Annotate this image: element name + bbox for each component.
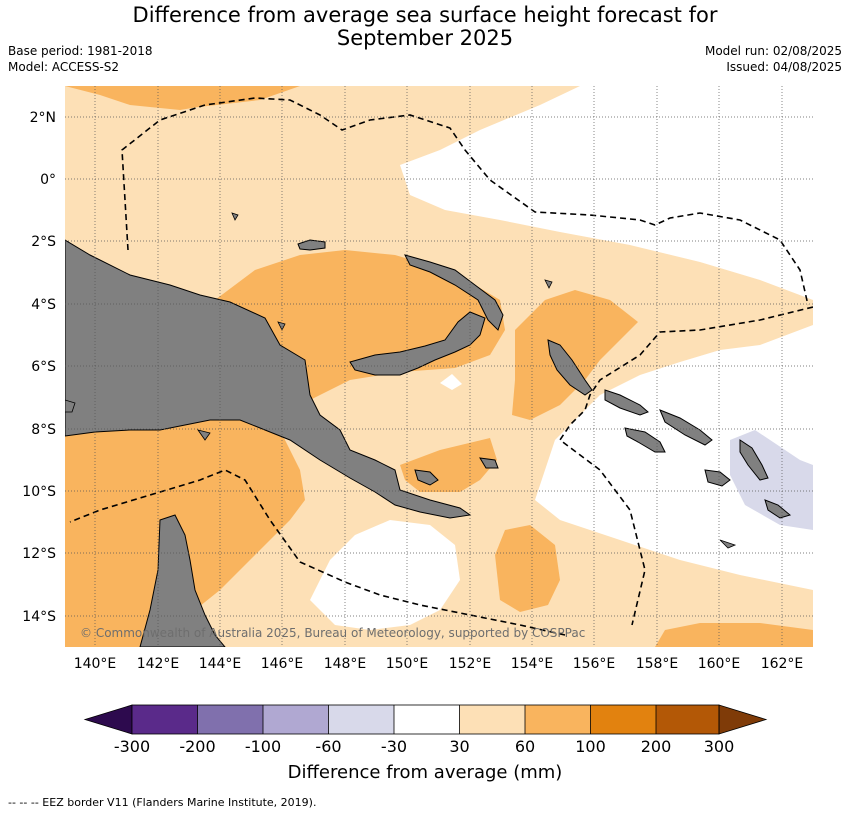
- anomaly-60-100-coral-sea: [495, 525, 560, 612]
- land-solomon-3: [624, 427, 666, 453]
- colorbar-bin: [263, 705, 329, 734]
- land-solomon-1: [604, 389, 649, 416]
- lon-label: 140°E: [74, 656, 117, 672]
- model-run: Model run: 02/08/2025: [704, 44, 842, 58]
- lon-label: 144°E: [199, 656, 242, 672]
- lon-label: 154°E: [511, 656, 554, 672]
- land-bougainville: [547, 339, 593, 396]
- meta-right: Model run: 02/08/2025 Issued: 04/08/2025: [705, 43, 842, 75]
- land-new-guinea: [65, 239, 472, 519]
- anomaly-60-100-solomon: [512, 290, 638, 420]
- lat-label: 8°S: [31, 422, 56, 438]
- anomaly-neutral-south: [310, 520, 460, 630]
- lon-label: 162°E: [761, 656, 804, 672]
- lat-label: 12°S: [22, 546, 56, 562]
- longitude-labels: 140°E 142°E 144°E 146°E 148°E 150°E 152°…: [74, 656, 804, 672]
- land-manus: [297, 239, 326, 251]
- land-dentrecasteaux: [414, 457, 499, 486]
- lat-label: 2°N: [30, 110, 56, 126]
- colorbar-tick: 200: [641, 737, 672, 756]
- colorbar-ticks: -300 -200 -100 -60 -30 30 60 100 200 300: [114, 737, 734, 756]
- chart-title: Difference from average sea surface heig…: [0, 4, 850, 50]
- colorbar: -300 -200 -100 -60 -30 30 60 100 200 300…: [83, 704, 768, 783]
- colorbar-tick: -60: [315, 737, 341, 756]
- land-small-islands: [65, 212, 737, 549]
- colorbar-tick: 100: [575, 737, 606, 756]
- latitude-labels: 2°N 0° 2°S 4°S 6°S 8°S 10°S 12°S 14°S: [22, 110, 56, 625]
- colorbar-extend-high: [718, 704, 768, 735]
- title-line-1: Difference from average sea surface heig…: [132, 3, 718, 27]
- issued-date: Issued: 04/08/2025: [726, 60, 842, 74]
- land-vanuatu-2: [704, 469, 731, 487]
- lat-label: 0°: [40, 172, 56, 188]
- lon-label: 160°E: [698, 656, 741, 672]
- colorbar-bin: [459, 705, 525, 734]
- lon-label: 150°E: [386, 656, 429, 672]
- lat-label: 14°S: [22, 609, 56, 625]
- colorbar-bin: [197, 705, 263, 734]
- lon-label: 158°E: [636, 656, 679, 672]
- colorbar-tick: -100: [245, 737, 281, 756]
- colorbar-tick: 300: [704, 737, 735, 756]
- land-vanuatu-1: [739, 439, 769, 481]
- lat-label: 10°S: [22, 484, 56, 500]
- land-new-ireland: [404, 254, 504, 331]
- land-new-britain: [349, 311, 486, 376]
- colorbar-bin: [525, 705, 591, 734]
- anomaly-60-100-southeast: [655, 623, 813, 647]
- colorbar-bin: [590, 705, 656, 734]
- colorbar-tick: -200: [179, 737, 215, 756]
- eez-borders: [69, 97, 813, 636]
- lat-label: 4°S: [31, 297, 56, 313]
- anomaly-neutral-patch: [440, 374, 462, 390]
- base-period: Base period: 1981-2018: [8, 44, 153, 58]
- title-line-2: September 2025: [336, 26, 514, 50]
- anomaly-60-100-north: [65, 86, 300, 110]
- colorbar-bin: [132, 705, 198, 734]
- eez-line-south: [69, 469, 566, 636]
- map-area: © Commonwealth of Australia 2025, Bureau…: [65, 86, 813, 647]
- lon-label: 146°E: [261, 656, 304, 672]
- land-vanuatu-3: [764, 499, 792, 519]
- meta-left: Base period: 1981-2018 Model: ACCESS-S2: [8, 43, 153, 75]
- colorbar-tick: -30: [381, 737, 407, 756]
- colorbar-extend-low: [83, 704, 133, 735]
- graticule: [65, 86, 813, 647]
- colorbar-label: Difference from average (mm): [288, 762, 563, 783]
- anomaly-60-100-west: [65, 380, 305, 647]
- model-name: Model: ACCESS-S2: [8, 60, 120, 74]
- colorbar-bin: [328, 705, 394, 734]
- anomaly-neutral-east: [535, 325, 813, 590]
- lon-label: 142°E: [137, 656, 180, 672]
- lat-label: 2°S: [31, 234, 56, 250]
- colorbar-bin: [656, 705, 719, 734]
- lat-label: 6°S: [31, 359, 56, 375]
- land-solomon-2: [659, 409, 713, 446]
- eez-line-north: [121, 97, 809, 306]
- lon-label: 152°E: [449, 656, 492, 672]
- colorbar-tick: 30: [449, 737, 469, 756]
- land-cape-york: [139, 514, 226, 647]
- copyright-notice: © Commonwealth of Australia 2025, Bureau…: [80, 626, 585, 640]
- eez-line-east: [558, 306, 813, 626]
- lon-label: 156°E: [573, 656, 616, 672]
- eez-legend-footer: -- -- -- EEZ border V11 (Flanders Marine…: [8, 796, 317, 809]
- colorbar-bin: [394, 705, 460, 734]
- lon-label: 148°E: [324, 656, 367, 672]
- colorbar-tick: -300: [114, 737, 150, 756]
- colorbar-tick: 60: [515, 737, 535, 756]
- anomaly-neutral-north: [400, 86, 813, 300]
